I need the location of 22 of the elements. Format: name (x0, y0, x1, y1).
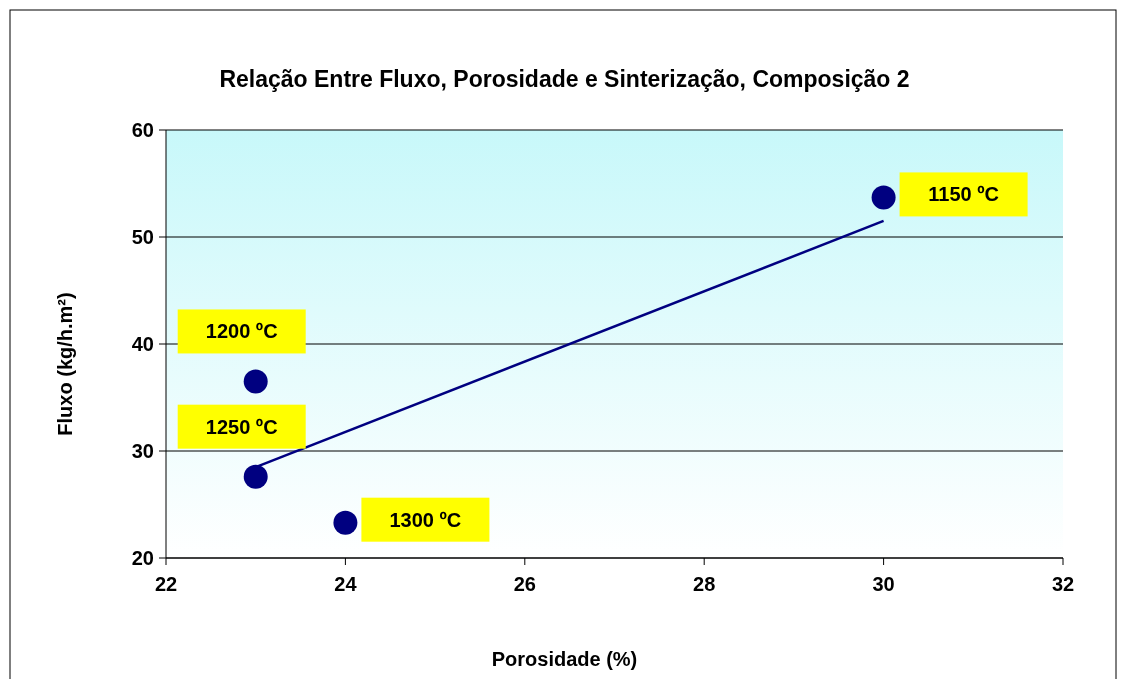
x-tick-label: 28 (693, 573, 716, 595)
y-tick-label: 20 (131, 547, 154, 569)
x-tick-label: 26 (513, 573, 536, 595)
point (333, 510, 358, 535)
annotation: 1300 ºC (389, 508, 462, 531)
annotation: 1150 ºC (928, 183, 999, 206)
y-tick-label: 30 (131, 440, 154, 462)
point (243, 464, 268, 489)
y-tick-label: 50 (131, 226, 154, 248)
chart-title: Relação Entre Fluxo, Porosidade e Sinterização, Composição 2 (219, 66, 910, 92)
x-tick-label: 32 (1051, 573, 1075, 595)
point (871, 185, 896, 210)
x-axis-title: Porosidade (%) (491, 648, 638, 670)
point (243, 369, 268, 394)
x-tick-label: 22 (154, 573, 178, 595)
annotation: 1200 ºC (205, 320, 278, 343)
annotation: 1250 ºC (205, 415, 278, 438)
y-axis-title: Fluxo (kg/h.m²) (54, 292, 76, 436)
y-tick-label: 40 (131, 333, 154, 355)
x-tick-label: 24 (334, 573, 358, 595)
x-tick-label: 30 (872, 573, 895, 595)
y-tick-label: 60 (131, 119, 154, 141)
